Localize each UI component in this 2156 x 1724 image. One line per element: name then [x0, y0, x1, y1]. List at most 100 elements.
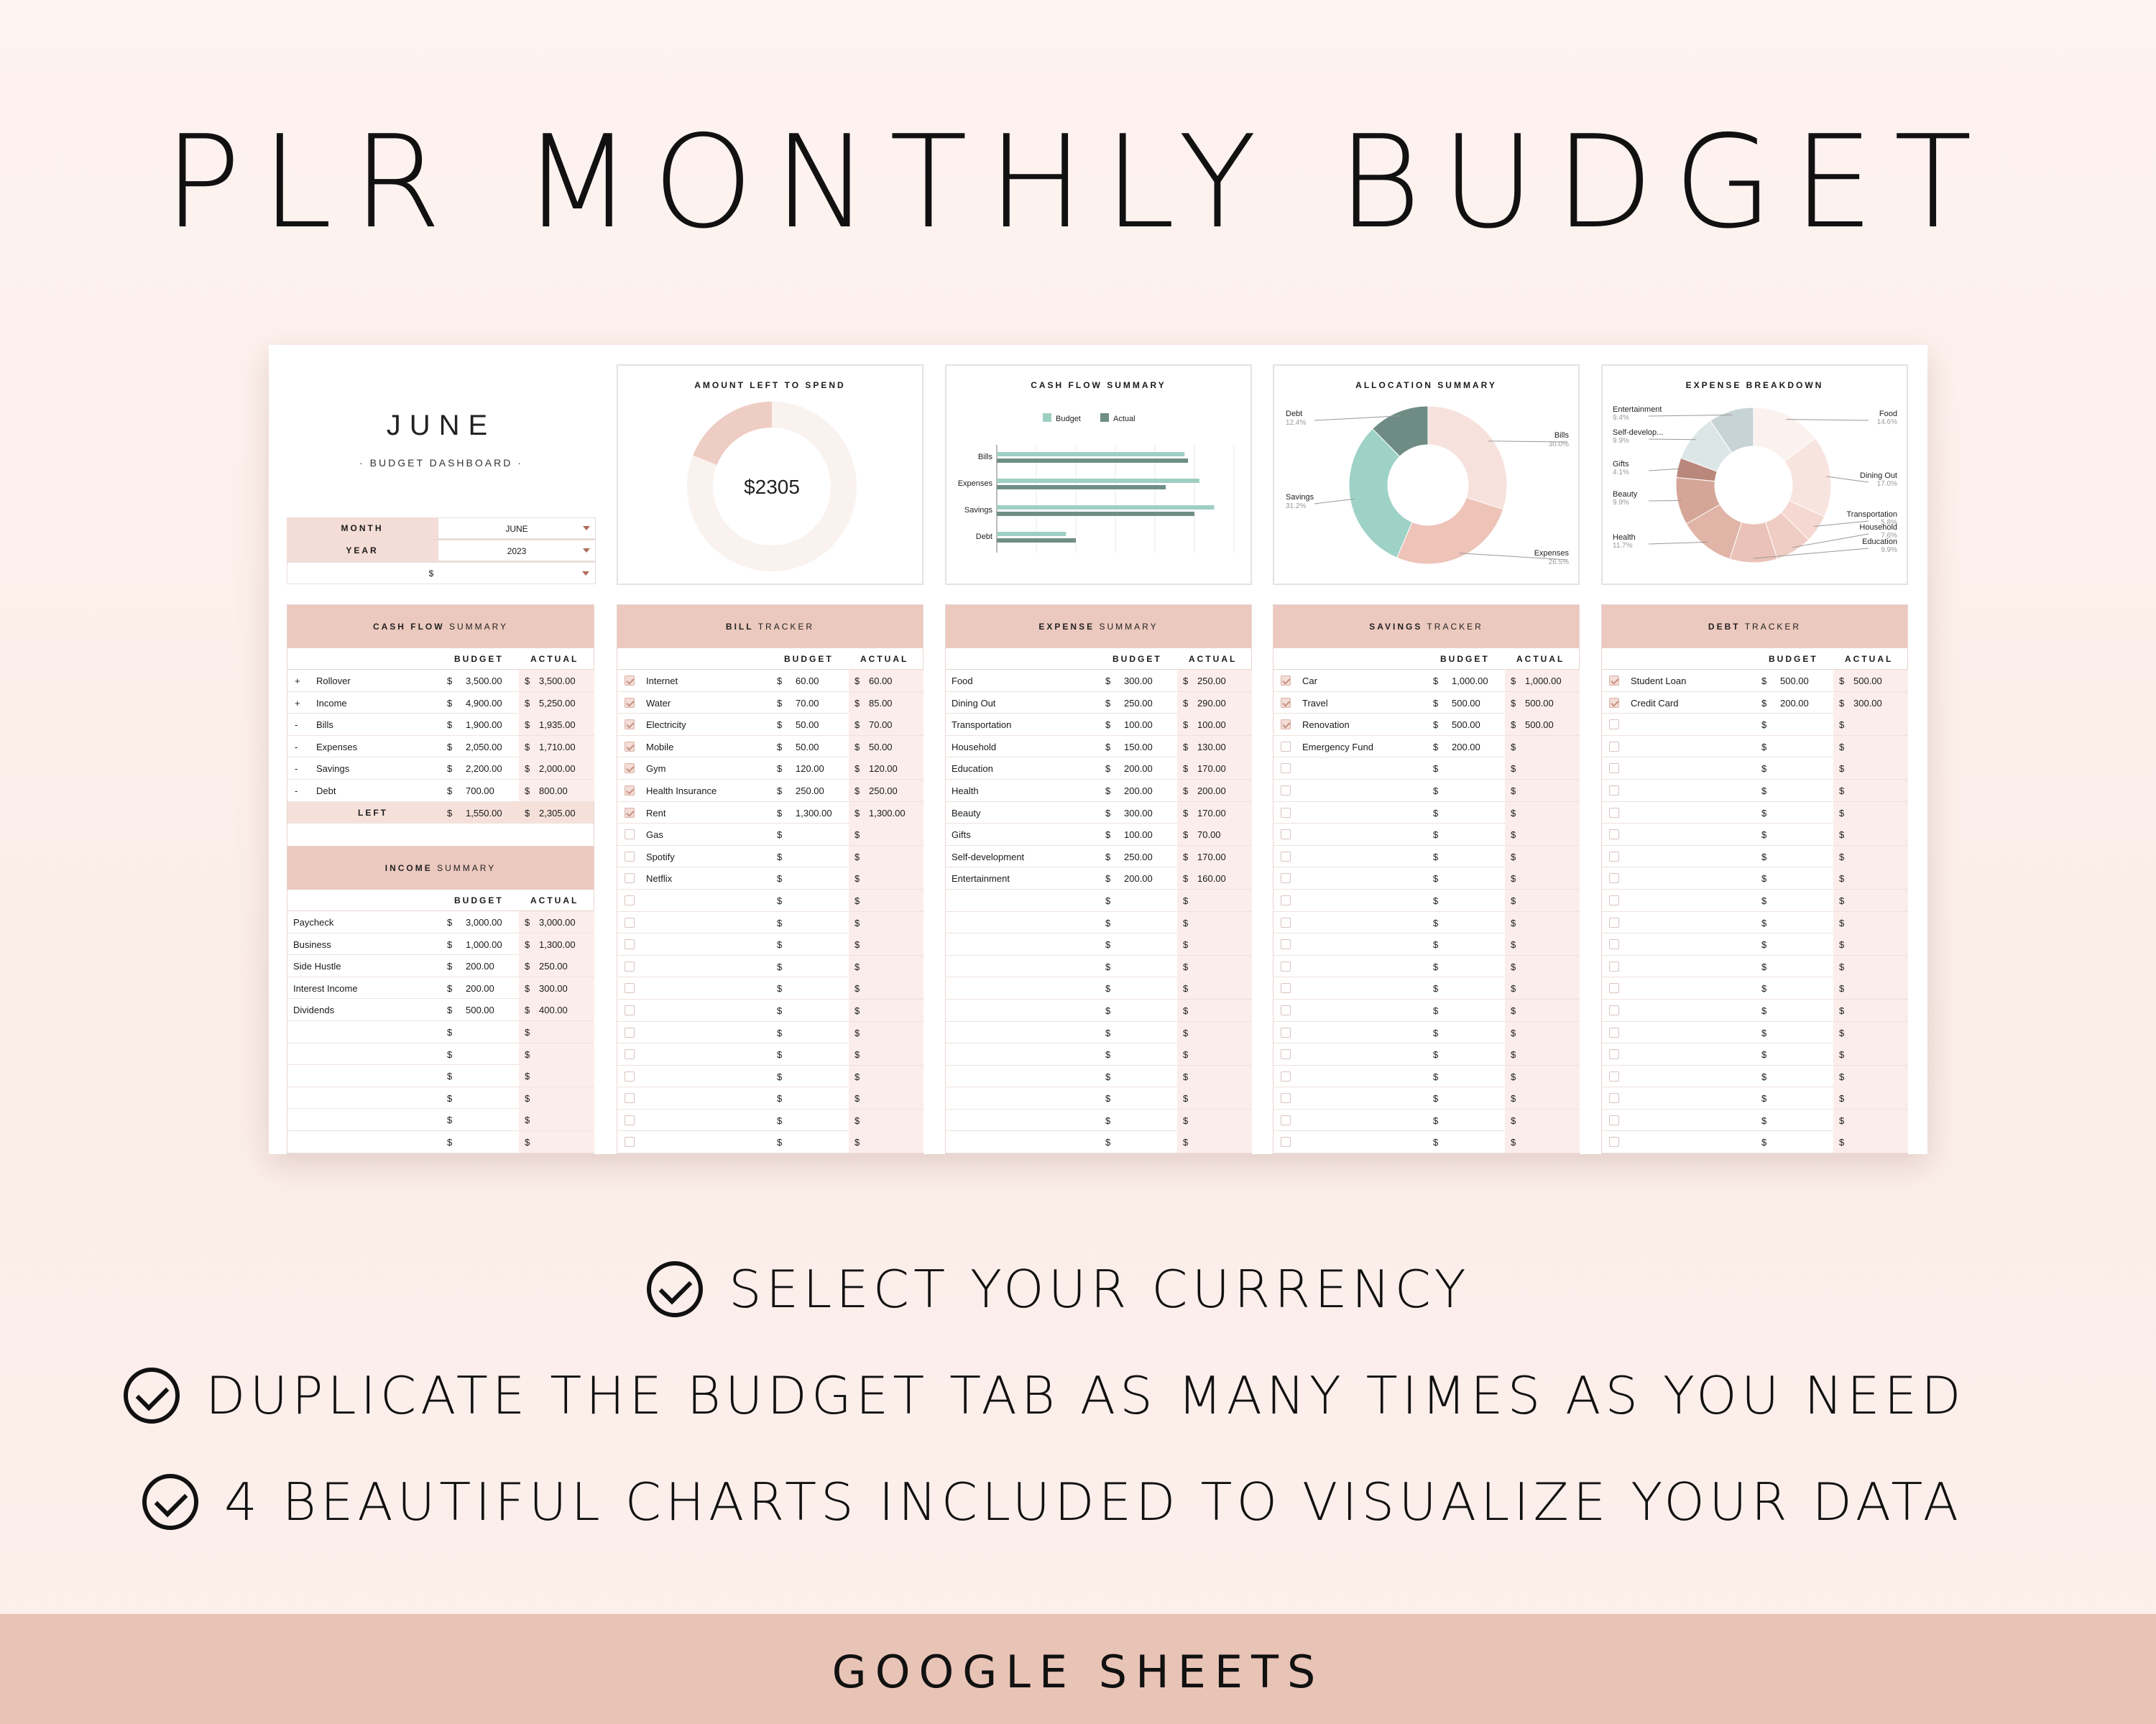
- actual-value[interactable]: 120.00: [869, 763, 898, 775]
- paid-checkbox[interactable]: [1281, 1093, 1291, 1104]
- paid-checkbox[interactable]: [1609, 961, 1619, 972]
- actual-value[interactable]: 1,935.00: [539, 719, 576, 731]
- row-label[interactable]: Household: [952, 741, 997, 752]
- row-label[interactable]: Renovation: [1302, 719, 1350, 731]
- actual-value[interactable]: 170.00: [1197, 851, 1226, 862]
- row-label[interactable]: Internet: [646, 676, 678, 686]
- budget-value[interactable]: 700.00: [466, 785, 494, 796]
- row-label[interactable]: Savings: [316, 763, 350, 775]
- actual-value[interactable]: 500.00: [1525, 697, 1554, 709]
- row-label[interactable]: Paycheck: [293, 917, 334, 928]
- paid-checkbox[interactable]: [625, 1115, 635, 1125]
- paid-checkbox[interactable]: [1281, 983, 1291, 994]
- budget-value[interactable]: 200.00: [1780, 697, 1809, 709]
- row-label[interactable]: Gym: [646, 763, 666, 775]
- row-label[interactable]: Rent: [646, 807, 666, 819]
- budget-value[interactable]: 50.00: [796, 719, 819, 731]
- budget-value[interactable]: 1,000.00: [1452, 676, 1488, 686]
- month-selector[interactable]: MONTH JUNE: [287, 517, 596, 540]
- budget-value[interactable]: 3,500.00: [466, 676, 502, 686]
- actual-value[interactable]: 100.00: [1197, 719, 1226, 731]
- budget-value[interactable]: 1,000.00: [466, 939, 502, 950]
- budget-value[interactable]: 200.00: [1124, 873, 1153, 885]
- budget-value[interactable]: 250.00: [1124, 697, 1153, 709]
- actual-value[interactable]: 170.00: [1197, 763, 1226, 775]
- paid-checkbox[interactable]: [1609, 719, 1619, 730]
- chevron-down-icon[interactable]: [582, 571, 589, 576]
- paid-checkbox[interactable]: [625, 829, 635, 840]
- row-label[interactable]: Netflix: [646, 873, 673, 885]
- paid-checkbox[interactable]: [1281, 873, 1291, 884]
- budget-value[interactable]: 200.00: [1124, 785, 1153, 796]
- row-label[interactable]: Health: [952, 785, 979, 796]
- budget-value[interactable]: 120.00: [796, 763, 824, 775]
- row-label[interactable]: Travel: [1302, 697, 1328, 709]
- paid-checkbox[interactable]: [1609, 1049, 1619, 1060]
- paid-checkbox[interactable]: [1281, 1005, 1291, 1015]
- paid-checkbox[interactable]: [1281, 829, 1291, 840]
- budget-value[interactable]: 200.00: [466, 961, 494, 972]
- budget-value[interactable]: 300.00: [1124, 807, 1153, 819]
- row-label[interactable]: Credit Card: [1631, 697, 1679, 709]
- budget-value[interactable]: 100.00: [1124, 719, 1153, 731]
- actual-value[interactable]: 5,250.00: [539, 697, 576, 709]
- paid-checkbox[interactable]: [1609, 1115, 1619, 1125]
- paid-checkbox[interactable]: [1609, 1093, 1619, 1104]
- paid-checkbox[interactable]: [1281, 763, 1291, 774]
- actual-value[interactable]: 50.00: [869, 741, 893, 752]
- actual-value[interactable]: 500.00: [1853, 676, 1882, 686]
- paid-checkbox[interactable]: [625, 719, 635, 730]
- year-dropdown[interactable]: 2023: [438, 540, 596, 561]
- actual-value[interactable]: 70.00: [869, 719, 893, 731]
- budget-value[interactable]: 1,300.00: [796, 807, 832, 819]
- row-label[interactable]: Interest Income: [293, 982, 358, 994]
- chevron-down-icon[interactable]: [583, 526, 590, 530]
- budget-value[interactable]: 200.00: [1124, 763, 1153, 775]
- paid-checkbox[interactable]: [1609, 829, 1619, 840]
- row-label[interactable]: Health Insurance: [646, 785, 717, 796]
- paid-checkbox[interactable]: [625, 1071, 635, 1082]
- actual-value[interactable]: 160.00: [1197, 873, 1226, 885]
- budget-value[interactable]: 500.00: [466, 1005, 494, 1016]
- paid-checkbox[interactable]: [1281, 1027, 1291, 1038]
- paid-checkbox[interactable]: [625, 763, 635, 774]
- paid-checkbox[interactable]: [1281, 1137, 1291, 1148]
- row-label[interactable]: Car: [1302, 676, 1317, 686]
- actual-value[interactable]: 70.00: [1197, 829, 1221, 841]
- row-label[interactable]: Gas: [646, 829, 663, 841]
- row-label[interactable]: Emergency Fund: [1302, 741, 1373, 752]
- actual-value[interactable]: 300.00: [539, 982, 568, 994]
- row-label[interactable]: Business: [293, 939, 331, 950]
- budget-value[interactable]: 500.00: [1452, 697, 1480, 709]
- row-label[interactable]: Bills: [316, 719, 333, 731]
- actual-value[interactable]: 60.00: [869, 676, 893, 686]
- budget-value[interactable]: 250.00: [1124, 851, 1153, 862]
- paid-checkbox[interactable]: [625, 895, 635, 905]
- budget-value[interactable]: 250.00: [796, 785, 824, 796]
- actual-value[interactable]: 2,000.00: [539, 763, 576, 775]
- paid-checkbox[interactable]: [625, 807, 635, 818]
- paid-checkbox[interactable]: [625, 1049, 635, 1060]
- paid-checkbox[interactable]: [1609, 1027, 1619, 1038]
- actual-value[interactable]: 290.00: [1197, 697, 1226, 709]
- budget-value[interactable]: 1,900.00: [466, 719, 502, 731]
- paid-checkbox[interactable]: [625, 851, 635, 862]
- budget-value[interactable]: 60.00: [796, 676, 819, 686]
- paid-checkbox[interactable]: [1609, 895, 1619, 905]
- actual-value[interactable]: 1,300.00: [869, 807, 906, 819]
- paid-checkbox[interactable]: [1281, 961, 1291, 972]
- row-label[interactable]: Income: [316, 697, 347, 709]
- budget-value[interactable]: 70.00: [796, 697, 819, 709]
- paid-checkbox[interactable]: [1609, 741, 1619, 752]
- paid-checkbox[interactable]: [625, 961, 635, 972]
- budget-value[interactable]: 100.00: [1124, 829, 1153, 841]
- row-label[interactable]: Rollover: [316, 676, 351, 686]
- budget-value[interactable]: 500.00: [1452, 719, 1480, 731]
- paid-checkbox[interactable]: [625, 1093, 635, 1104]
- paid-checkbox[interactable]: [625, 697, 635, 708]
- month-dropdown[interactable]: JUNE: [438, 517, 596, 539]
- actual-value[interactable]: 200.00: [1197, 785, 1226, 796]
- paid-checkbox[interactable]: [1609, 873, 1619, 884]
- paid-checkbox[interactable]: [625, 1137, 635, 1148]
- chevron-down-icon[interactable]: [583, 548, 590, 553]
